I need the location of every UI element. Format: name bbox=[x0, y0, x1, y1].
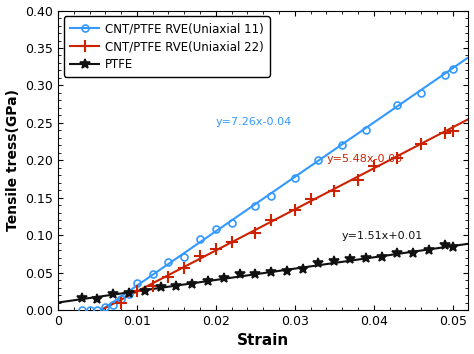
PTFE bbox=[284, 269, 290, 274]
PTFE bbox=[331, 259, 337, 263]
PTFE bbox=[268, 270, 274, 274]
CNT/PTFE RVE(Uniaxial 22) bbox=[197, 254, 203, 258]
X-axis label: Strain: Strain bbox=[237, 333, 289, 348]
CNT/PTFE RVE(Uniaxial 22) bbox=[308, 197, 313, 201]
PTFE bbox=[221, 276, 227, 280]
CNT/PTFE RVE(Uniaxial 11) bbox=[87, 308, 92, 312]
CNT/PTFE RVE(Uniaxial 11) bbox=[442, 73, 447, 77]
PTFE bbox=[410, 251, 416, 256]
PTFE bbox=[253, 272, 258, 276]
Line: CNT/PTFE RVE(Uniaxial 22): CNT/PTFE RVE(Uniaxial 22) bbox=[116, 125, 458, 308]
CNT/PTFE RVE(Uniaxial 11) bbox=[450, 67, 456, 71]
CNT/PTFE RVE(Uniaxial 22) bbox=[253, 231, 258, 235]
PTFE bbox=[205, 279, 211, 283]
CNT/PTFE RVE(Uniaxial 22) bbox=[292, 208, 298, 212]
CNT/PTFE RVE(Uniaxial 22) bbox=[229, 240, 235, 244]
Line: PTFE: PTFE bbox=[77, 241, 457, 303]
CNT/PTFE RVE(Uniaxial 22) bbox=[134, 289, 140, 293]
CNT/PTFE RVE(Uniaxial 11) bbox=[229, 221, 235, 225]
CNT/PTFE RVE(Uniaxial 22) bbox=[213, 247, 219, 251]
PTFE bbox=[347, 257, 353, 261]
PTFE bbox=[426, 247, 432, 252]
PTFE bbox=[95, 297, 100, 301]
PTFE bbox=[237, 272, 242, 276]
CNT/PTFE RVE(Uniaxial 11) bbox=[394, 103, 400, 108]
CNT/PTFE RVE(Uniaxial 22) bbox=[418, 142, 424, 147]
Line: CNT/PTFE RVE(Uniaxial 11): CNT/PTFE RVE(Uniaxial 11) bbox=[78, 66, 456, 314]
PTFE bbox=[79, 296, 84, 300]
CNT/PTFE RVE(Uniaxial 11) bbox=[197, 236, 203, 241]
Y-axis label: Tensile tress(GPa): Tensile tress(GPa) bbox=[6, 89, 19, 231]
CNT/PTFE RVE(Uniaxial 22) bbox=[442, 131, 447, 135]
CNT/PTFE RVE(Uniaxial 22) bbox=[371, 164, 376, 168]
CNT/PTFE RVE(Uniaxial 11) bbox=[339, 143, 345, 147]
Legend: CNT/PTFE RVE(Uniaxial 11), CNT/PTFE RVE(Uniaxial 22), PTFE: CNT/PTFE RVE(Uniaxial 11), CNT/PTFE RVE(… bbox=[64, 16, 270, 77]
CNT/PTFE RVE(Uniaxial 11) bbox=[253, 204, 258, 209]
CNT/PTFE RVE(Uniaxial 22) bbox=[118, 301, 124, 305]
CNT/PTFE RVE(Uniaxial 11) bbox=[95, 308, 100, 312]
CNT/PTFE RVE(Uniaxial 22) bbox=[268, 218, 274, 222]
CNT/PTFE RVE(Uniaxial 11) bbox=[126, 292, 132, 297]
CNT/PTFE RVE(Uniaxial 11) bbox=[165, 260, 171, 264]
CNT/PTFE RVE(Uniaxial 22) bbox=[182, 266, 187, 270]
CNT/PTFE RVE(Uniaxial 11) bbox=[292, 176, 298, 181]
CNT/PTFE RVE(Uniaxial 11) bbox=[134, 281, 140, 285]
Text: y=1.51x+0.01: y=1.51x+0.01 bbox=[342, 231, 423, 241]
PTFE bbox=[442, 243, 447, 247]
CNT/PTFE RVE(Uniaxial 11) bbox=[316, 158, 321, 162]
CNT/PTFE RVE(Uniaxial 11) bbox=[363, 127, 369, 132]
CNT/PTFE RVE(Uniaxial 11) bbox=[79, 308, 84, 312]
CNT/PTFE RVE(Uniaxial 11) bbox=[118, 297, 124, 301]
PTFE bbox=[450, 245, 456, 249]
PTFE bbox=[142, 289, 147, 293]
PTFE bbox=[126, 291, 132, 295]
CNT/PTFE RVE(Uniaxial 11) bbox=[418, 91, 424, 95]
PTFE bbox=[363, 256, 369, 260]
CNT/PTFE RVE(Uniaxial 11) bbox=[268, 194, 274, 198]
PTFE bbox=[316, 261, 321, 265]
Text: y=7.26x-0.04: y=7.26x-0.04 bbox=[216, 117, 292, 127]
PTFE bbox=[300, 267, 306, 271]
CNT/PTFE RVE(Uniaxial 22) bbox=[394, 156, 400, 160]
PTFE bbox=[110, 291, 116, 296]
CNT/PTFE RVE(Uniaxial 22) bbox=[355, 178, 361, 182]
CNT/PTFE RVE(Uniaxial 22) bbox=[331, 189, 337, 193]
PTFE bbox=[173, 284, 179, 288]
PTFE bbox=[379, 255, 384, 259]
Text: y=5.48x-0.03: y=5.48x-0.03 bbox=[327, 154, 402, 164]
CNT/PTFE RVE(Uniaxial 11) bbox=[102, 304, 108, 309]
CNT/PTFE RVE(Uniaxial 22) bbox=[450, 129, 456, 133]
PTFE bbox=[394, 251, 400, 256]
CNT/PTFE RVE(Uniaxial 22) bbox=[150, 284, 155, 288]
PTFE bbox=[158, 285, 164, 290]
PTFE bbox=[189, 281, 195, 286]
CNT/PTFE RVE(Uniaxial 11) bbox=[110, 302, 116, 307]
CNT/PTFE RVE(Uniaxial 22) bbox=[165, 275, 171, 279]
CNT/PTFE RVE(Uniaxial 11) bbox=[150, 272, 155, 276]
CNT/PTFE RVE(Uniaxial 11) bbox=[182, 255, 187, 259]
CNT/PTFE RVE(Uniaxial 11) bbox=[213, 227, 219, 231]
